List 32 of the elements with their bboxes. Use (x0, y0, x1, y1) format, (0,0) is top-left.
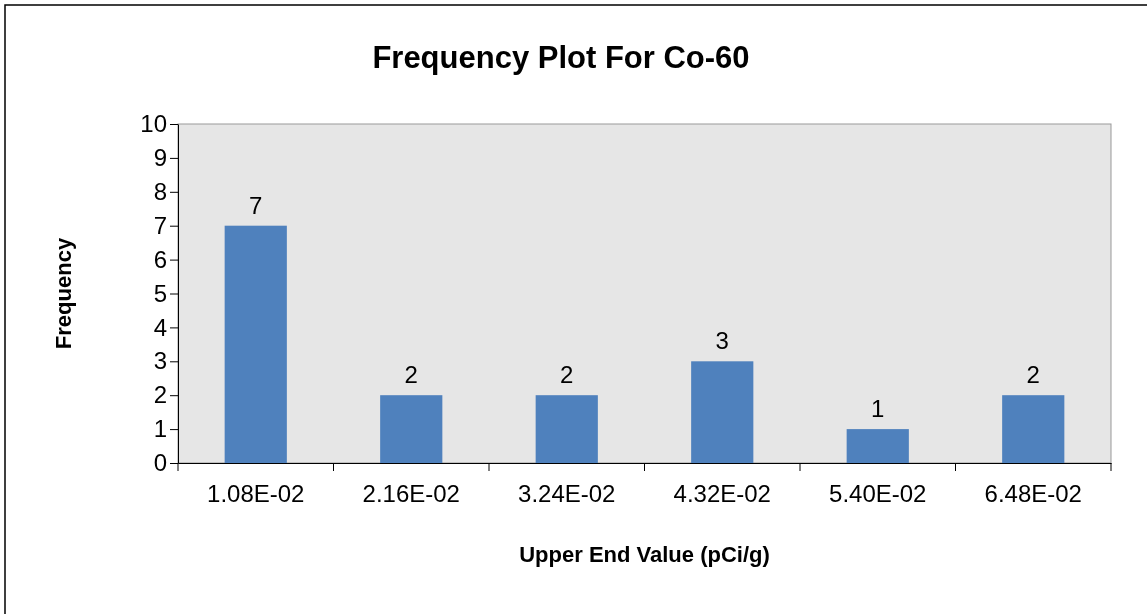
y-tick-label: 10 (140, 110, 167, 138)
y-tick-label: 0 (153, 449, 167, 477)
y-axis-title: Frequency (51, 237, 76, 350)
data-label: 7 (249, 191, 263, 219)
x-tick-label: 4.32E-02 (673, 480, 771, 508)
y-tick-label: 1 (153, 415, 167, 443)
y-tick-label: 4 (153, 313, 167, 341)
x-tick-label: 3.24E-02 (518, 480, 616, 508)
data-label: 3 (715, 327, 729, 355)
y-tick-label: 2 (153, 381, 167, 409)
x-tick-label: 5.40E-02 (829, 480, 927, 508)
data-label: 1 (871, 395, 885, 423)
bar (1002, 395, 1065, 463)
y-tick-label: 5 (153, 279, 167, 307)
y-tick-label: 6 (153, 245, 167, 273)
x-tick-label: 1.08E-02 (207, 480, 305, 508)
bar (691, 361, 754, 463)
bar (846, 429, 909, 463)
x-axis-title: Upper End Value (pCi/g) (519, 542, 770, 567)
bar (380, 395, 443, 463)
x-tick-label: 6.48E-02 (984, 480, 1082, 508)
y-tick-label: 8 (153, 177, 167, 205)
x-tick-label: 2.16E-02 (362, 480, 460, 508)
data-label: 2 (1026, 361, 1040, 389)
y-tick-label: 9 (153, 144, 167, 172)
y-tick-label: 3 (153, 347, 167, 375)
bar (224, 225, 287, 463)
chart-title: Frequency Plot For Co-60 (372, 40, 750, 75)
data-label: 2 (404, 361, 418, 389)
data-label: 2 (560, 361, 574, 389)
y-tick-label: 7 (153, 211, 167, 239)
bar (535, 395, 598, 463)
